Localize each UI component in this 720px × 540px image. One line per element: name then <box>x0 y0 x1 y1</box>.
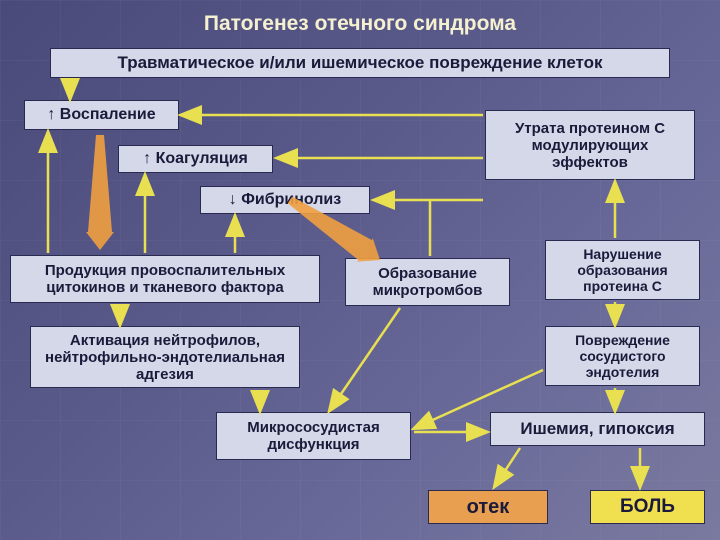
box-coagulation: ↑ Коагуляция <box>118 145 273 173</box>
label: Микрососудистая дисфункция <box>225 419 402 453</box>
box-microvascular-dysfunction: Микрососудистая дисфункция <box>216 412 411 460</box>
label: Утрата протеином С модулирующих эффектов <box>494 120 686 171</box>
label: Активация нейтрофилов, нейтрофильно-эндо… <box>39 332 291 383</box>
box-ischemia-hypoxia: Ишемия, гипоксия <box>490 412 705 446</box>
label: ↓ Фибринолиз <box>229 191 341 209</box>
box-cytokines: Продукция провоспалительных цитокинов и … <box>10 255 320 303</box>
box-protein-c-formation: Нарушение образования протеина С <box>545 240 700 300</box>
label: Травматическое и/или ишемическое поврежд… <box>117 53 602 73</box>
label: Продукция провоспалительных цитокинов и … <box>19 262 311 296</box>
label: отек <box>467 496 510 519</box>
box-traumatic-damage: Травматическое и/или ишемическое поврежд… <box>50 48 670 78</box>
label: Нарушение образования протеина С <box>554 246 691 294</box>
label: Ишемия, гипоксия <box>520 419 674 439</box>
label: ↑ Воспаление <box>47 106 155 124</box>
box-endothelium-damage: Повреждение сосудистого эндотелия <box>545 326 700 386</box>
box-microthrombi: Образование микротромбов <box>345 258 510 306</box>
label: Образование микротромбов <box>354 265 501 299</box>
page-title: Патогенез отечного синдрома <box>0 12 720 36</box>
box-fibrinolysis: ↓ Фибринолиз <box>200 186 370 214</box>
label: ↑ Коагуляция <box>143 150 248 168</box>
label: Повреждение сосудистого эндотелия <box>554 332 691 380</box>
box-pain: БОЛЬ <box>590 490 705 524</box>
box-inflammation: ↑ Воспаление <box>24 100 179 130</box>
label: БОЛЬ <box>620 496 675 518</box>
box-neutrophil-activation: Активация нейтрофилов, нейтрофильно-эндо… <box>30 326 300 388</box>
box-protein-c-loss: Утрата протеином С модулирующих эффектов <box>485 110 695 180</box>
box-edema: отек <box>428 490 548 524</box>
